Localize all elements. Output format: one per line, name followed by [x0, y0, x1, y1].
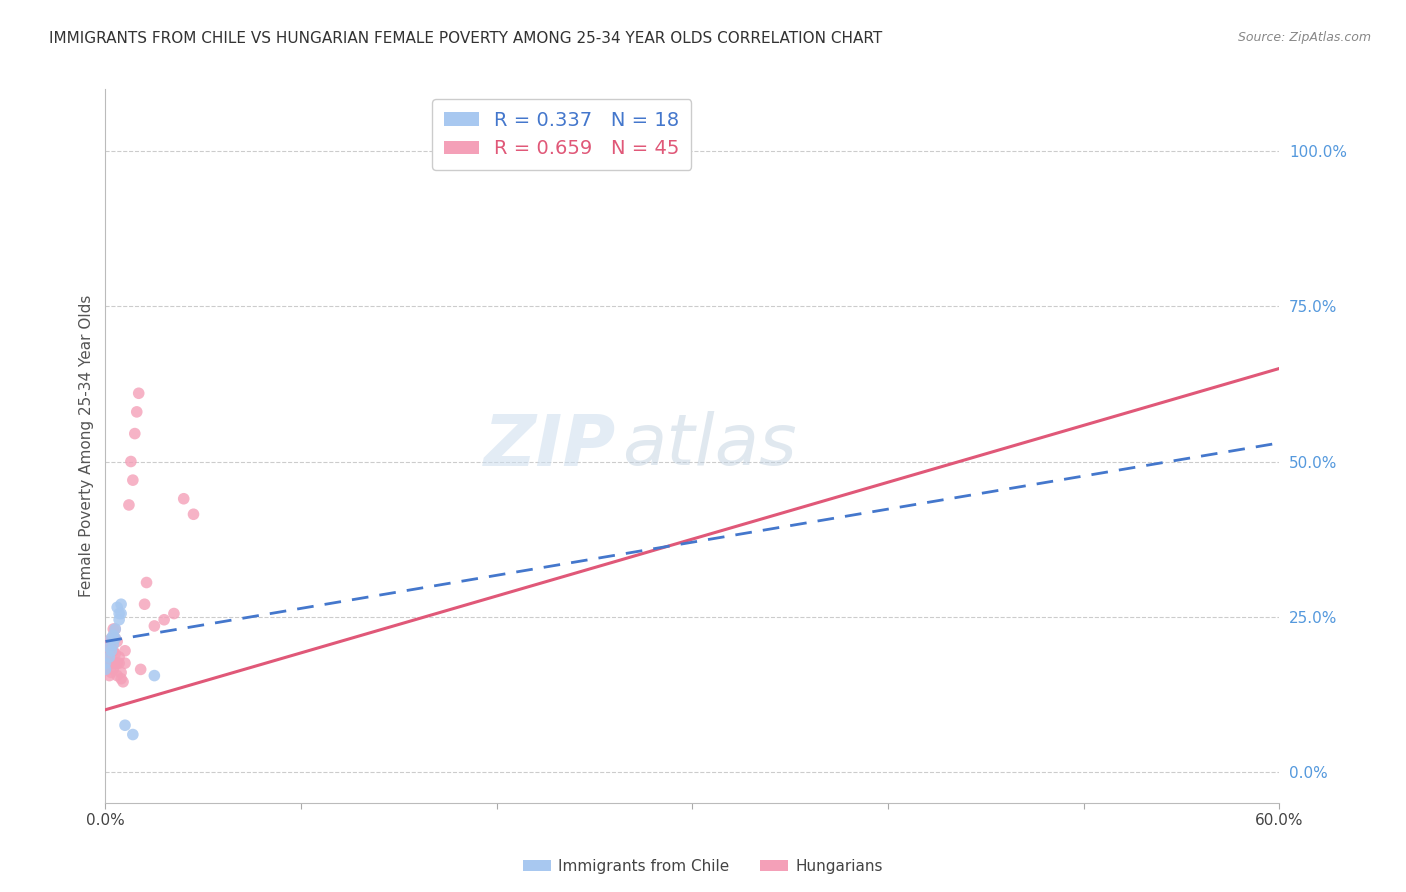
Text: IMMIGRANTS FROM CHILE VS HUNGARIAN FEMALE POVERTY AMONG 25-34 YEAR OLDS CORRELAT: IMMIGRANTS FROM CHILE VS HUNGARIAN FEMAL…: [49, 31, 883, 46]
Point: [104, 632, 127, 646]
Point: [96, 650, 118, 665]
Point: [121, 473, 143, 487]
Point: [524, 145, 547, 159]
Point: [173, 491, 195, 506]
Point: [98, 650, 121, 665]
Point: [153, 613, 176, 627]
Point: [183, 508, 205, 522]
Point: [103, 638, 125, 652]
Point: [105, 600, 128, 615]
Point: [108, 607, 131, 621]
Point: [98, 647, 121, 661]
Point: [104, 656, 127, 670]
Y-axis label: Female Poverty Among 25-34 Year Olds: Female Poverty Among 25-34 Year Olds: [79, 295, 94, 597]
Point: [104, 622, 127, 636]
Point: [129, 662, 152, 676]
Point: [110, 607, 132, 621]
Point: [94, 656, 117, 670]
Point: [105, 634, 128, 648]
Point: [100, 632, 122, 646]
Point: [96, 659, 118, 673]
Point: [104, 622, 127, 636]
Point: [108, 650, 131, 665]
Point: [108, 656, 131, 670]
Point: [120, 454, 142, 468]
Point: [124, 426, 146, 441]
Point: [112, 674, 135, 689]
Point: [108, 613, 131, 627]
Point: [98, 668, 121, 682]
Point: [103, 662, 125, 676]
Point: [100, 644, 122, 658]
Point: [103, 644, 125, 658]
Point: [114, 656, 136, 670]
Point: [100, 640, 122, 655]
Point: [103, 632, 125, 646]
Point: [104, 632, 127, 646]
Text: Source: ZipAtlas.com: Source: ZipAtlas.com: [1237, 31, 1371, 45]
Point: [118, 498, 141, 512]
Point: [94, 662, 117, 676]
Point: [103, 622, 125, 636]
Point: [134, 597, 156, 611]
Point: [105, 668, 128, 682]
Point: [110, 597, 132, 611]
Point: [103, 628, 125, 642]
Point: [98, 640, 121, 655]
Point: [163, 607, 186, 621]
Point: [125, 405, 148, 419]
Point: [121, 727, 143, 741]
Point: [98, 638, 121, 652]
Point: [100, 665, 122, 680]
Point: [100, 632, 122, 646]
Point: [94, 656, 117, 670]
Point: [114, 718, 136, 732]
Point: [94, 662, 117, 676]
Text: ZIP: ZIP: [484, 411, 616, 481]
Point: [98, 634, 121, 648]
Legend: Immigrants from Chile, Hungarians: Immigrants from Chile, Hungarians: [517, 853, 889, 880]
Text: atlas: atlas: [621, 411, 797, 481]
Point: [104, 647, 127, 661]
Point: [105, 656, 128, 670]
Point: [110, 672, 132, 686]
Point: [128, 386, 150, 401]
Point: [110, 665, 132, 680]
Point: [100, 656, 122, 670]
Point: [143, 619, 166, 633]
Point: [135, 575, 157, 590]
Legend: R = 0.337   N = 18, R = 0.659   N = 45: R = 0.337 N = 18, R = 0.659 N = 45: [432, 99, 692, 170]
Point: [143, 668, 166, 682]
Point: [114, 644, 136, 658]
